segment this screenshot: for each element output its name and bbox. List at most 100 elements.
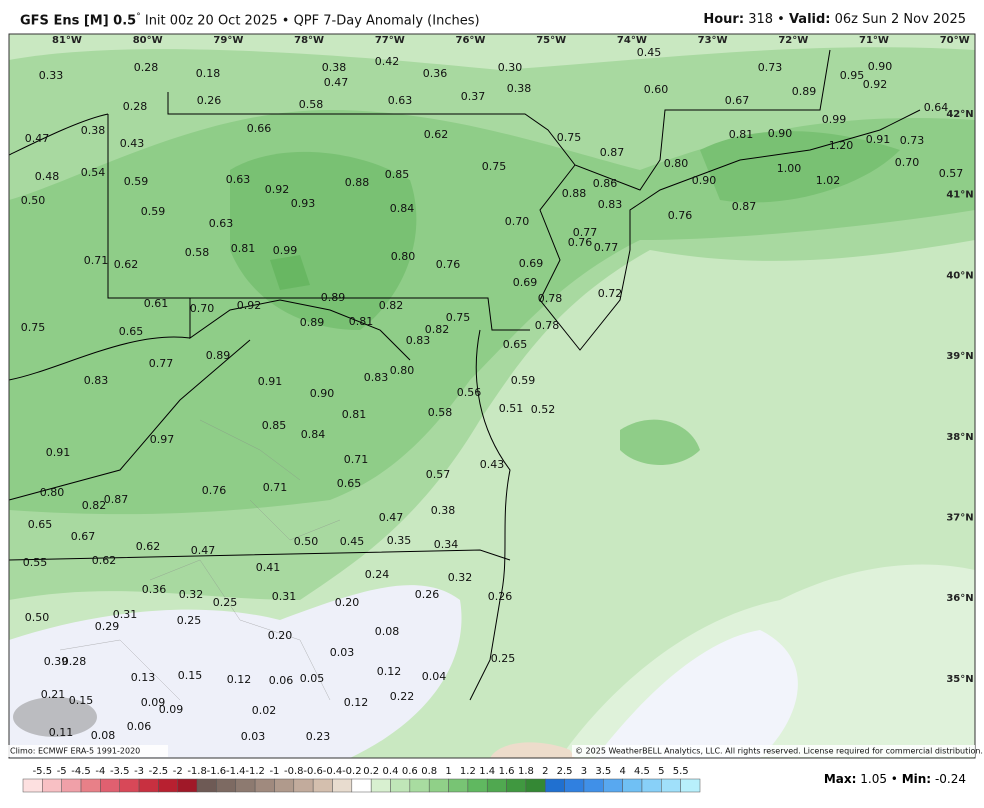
colorbar-label: -2 (173, 766, 183, 777)
map-value: 0.35 (387, 534, 412, 547)
copyright: © 2025 WeatherBELL Analytics, LLC. All r… (575, 747, 983, 756)
map-value: 0.12 (377, 665, 402, 678)
longitude-label: 70°W (940, 35, 970, 46)
colorbar-label: 0.2 (363, 766, 379, 777)
map-value: 0.70 (505, 215, 530, 228)
map-value: 0.28 (134, 61, 159, 74)
map-value: 0.48 (35, 170, 60, 183)
map-value: 0.76 (568, 236, 593, 249)
latitude-label: 37°N (946, 513, 973, 524)
colorbar-label: 0.4 (383, 766, 399, 777)
map-value: 0.25 (213, 596, 238, 609)
map-value: 0.88 (345, 176, 370, 189)
colorbar-swatch (119, 778, 140, 793)
map-value: 0.81 (729, 128, 754, 141)
map-value: 0.29 (95, 620, 120, 633)
map-value: 0.64 (924, 101, 949, 114)
map-value: 0.62 (92, 554, 117, 567)
colorbar-swatch (61, 778, 82, 793)
county-lines (59, 419, 341, 701)
colorbar-swatch (177, 778, 198, 793)
map-value: 0.12 (344, 696, 369, 709)
map-value: 0.76 (668, 209, 693, 222)
map-value: 0.67 (725, 94, 750, 107)
colorbar-swatch (603, 778, 623, 793)
map-value: 0.81 (231, 242, 256, 255)
map-value: 0.92 (265, 183, 290, 196)
colorbar: -5.5 -5 -4.5 -4 -3.5 -3 -2.5 -2 -1.8 -1.6 -1.4 -1.2… (22, 766, 701, 793)
min-label: Min: (901, 772, 932, 786)
colorbar-label: -4.5 (71, 766, 91, 777)
colorbar-label: -1.4 (226, 766, 246, 777)
latitude-label: 39°N (946, 351, 973, 362)
colorbar-swatch (80, 778, 101, 793)
map-value: 0.39 (44, 655, 69, 668)
map-value: 0.25 (491, 652, 516, 665)
map-value: 0.38 (322, 61, 347, 74)
colorbar-swatch (196, 778, 217, 793)
map-value: 0.59 (141, 205, 166, 218)
longitude-label: 72°W (778, 35, 808, 46)
latitude-label: 41°N (946, 190, 973, 201)
latitude-label: 36°N (946, 593, 973, 604)
map-value: 0.60 (644, 83, 669, 96)
colorbar-label: -1.8 (187, 766, 207, 777)
colorbar-swatch (545, 778, 565, 793)
colorbar-swatch (332, 778, 353, 793)
map-value: 0.50 (21, 194, 46, 207)
colorbar-swatch (100, 778, 120, 793)
logo (13, 697, 97, 737)
map-value: 0.42 (375, 55, 400, 68)
hour: 318 (748, 12, 774, 27)
colorbar-label: 5.5 (673, 766, 689, 777)
map-value: 0.06 (127, 720, 152, 733)
map-value: 0.81 (349, 315, 374, 328)
longitude-label: 75°W (536, 35, 566, 46)
map-value: 0.58 (185, 246, 210, 259)
colorbar-label: -0.2 (342, 766, 362, 777)
map-value: 0.38 (431, 504, 456, 517)
map-value: 0.15 (178, 669, 203, 682)
map-value: 0.92 (237, 299, 262, 312)
colorbar-label: -5 (57, 766, 67, 777)
colorbar-swatch (390, 778, 411, 793)
colorbar-label: 3.5 (595, 766, 611, 777)
colorbar-label: -5.5 (33, 766, 53, 777)
map-value: 0.45 (637, 46, 662, 59)
map-value: 0.82 (425, 323, 450, 336)
colorbar-swatch (564, 778, 585, 793)
colorbar-label: 3 (581, 766, 587, 777)
map-value: 0.58 (299, 98, 324, 111)
colorbar-swatch (641, 778, 662, 793)
map-value: 0.32 (179, 588, 204, 601)
map-value: 0.90 (310, 387, 335, 400)
valid: 06z Sun 2 Nov 2025 (834, 12, 966, 27)
map-value: 0.57 (939, 167, 964, 180)
colorbar-label: 1 (445, 766, 451, 777)
map-value: 0.76 (202, 484, 227, 497)
map-value: 0.31 (272, 590, 297, 603)
map-value: 0.77 (149, 357, 174, 370)
map-value: 0.91 (46, 446, 71, 459)
min: -0.24 (934, 772, 966, 786)
map-value: 0.03 (241, 730, 266, 743)
map-value: 0.82 (82, 499, 107, 512)
map-value: 0.59 (511, 374, 536, 387)
map-value: 0.15 (69, 694, 94, 707)
colorbar-label: 4 (619, 766, 625, 777)
colorbar-swatch (467, 778, 488, 793)
map-value: 0.08 (375, 625, 400, 638)
colorbar-swatch (138, 778, 159, 793)
map-value: 0.78 (535, 319, 560, 332)
map-value: 0.03 (330, 646, 355, 659)
colorbar-swatch (312, 778, 333, 793)
map-value: 0.66 (247, 122, 272, 135)
map-value: 0.80 (40, 486, 65, 499)
map-value: 0.88 (562, 187, 587, 200)
colorbar-swatch (158, 778, 178, 793)
map-value: 0.80 (391, 250, 416, 263)
map-value: 0.73 (758, 61, 783, 74)
longitude-label: 74°W (617, 35, 647, 46)
colorbar-label: -1 (269, 766, 279, 777)
